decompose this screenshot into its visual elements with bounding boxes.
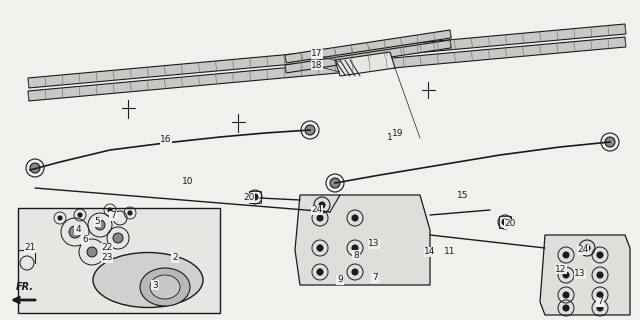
Text: 24: 24 — [577, 245, 589, 254]
Polygon shape — [285, 40, 451, 73]
Circle shape — [113, 233, 123, 243]
Circle shape — [317, 215, 323, 221]
Ellipse shape — [150, 275, 180, 299]
Circle shape — [78, 213, 82, 217]
Text: 13: 13 — [574, 269, 586, 278]
Polygon shape — [295, 195, 430, 285]
Circle shape — [352, 269, 358, 275]
Text: 18: 18 — [311, 60, 323, 69]
Circle shape — [597, 292, 603, 298]
Polygon shape — [28, 37, 626, 101]
Text: 6: 6 — [82, 236, 88, 244]
Circle shape — [330, 178, 340, 188]
Text: 20: 20 — [504, 220, 516, 228]
Text: 19: 19 — [392, 129, 404, 138]
Circle shape — [319, 202, 325, 208]
Text: 16: 16 — [160, 135, 172, 145]
Bar — [499, 216, 511, 228]
Text: 7: 7 — [110, 212, 116, 220]
Polygon shape — [18, 208, 220, 313]
Polygon shape — [28, 24, 626, 88]
Text: 10: 10 — [182, 178, 194, 187]
Circle shape — [352, 215, 358, 221]
Circle shape — [95, 220, 105, 230]
Text: 15: 15 — [457, 191, 468, 201]
Text: 12: 12 — [556, 265, 566, 274]
Ellipse shape — [93, 252, 203, 308]
Circle shape — [317, 245, 323, 251]
Text: 8: 8 — [353, 251, 359, 260]
Text: FR.: FR. — [16, 282, 34, 292]
Circle shape — [563, 305, 569, 311]
Circle shape — [108, 208, 112, 212]
Polygon shape — [285, 30, 451, 63]
Circle shape — [502, 219, 508, 225]
Text: 23: 23 — [101, 253, 113, 262]
Text: 14: 14 — [424, 247, 436, 257]
Circle shape — [317, 269, 323, 275]
Text: 20: 20 — [243, 194, 255, 203]
Text: 7: 7 — [597, 298, 603, 307]
Bar — [249, 191, 261, 203]
Text: 22: 22 — [101, 244, 113, 252]
Circle shape — [305, 125, 315, 135]
Circle shape — [605, 137, 615, 147]
Ellipse shape — [140, 268, 190, 306]
Text: 5: 5 — [94, 218, 100, 227]
Text: 11: 11 — [444, 247, 456, 257]
Circle shape — [30, 163, 40, 173]
Circle shape — [563, 272, 569, 278]
Circle shape — [352, 245, 358, 251]
Circle shape — [87, 247, 97, 257]
Circle shape — [252, 194, 258, 200]
Polygon shape — [540, 235, 630, 315]
Text: 9: 9 — [337, 276, 343, 284]
Circle shape — [69, 226, 81, 238]
Circle shape — [58, 216, 62, 220]
Text: 24: 24 — [312, 205, 323, 214]
Circle shape — [597, 305, 603, 311]
Circle shape — [597, 252, 603, 258]
Circle shape — [563, 252, 569, 258]
Circle shape — [597, 272, 603, 278]
Text: 1: 1 — [387, 133, 393, 142]
Text: 2: 2 — [172, 253, 178, 262]
Circle shape — [128, 211, 132, 215]
Polygon shape — [335, 52, 395, 76]
Circle shape — [563, 292, 569, 298]
Text: 3: 3 — [152, 281, 158, 290]
Text: 13: 13 — [368, 239, 380, 249]
Text: 4: 4 — [75, 226, 81, 235]
Text: 21: 21 — [24, 244, 36, 252]
Text: 7: 7 — [372, 274, 378, 283]
Circle shape — [584, 245, 590, 251]
Text: 17: 17 — [311, 50, 323, 59]
